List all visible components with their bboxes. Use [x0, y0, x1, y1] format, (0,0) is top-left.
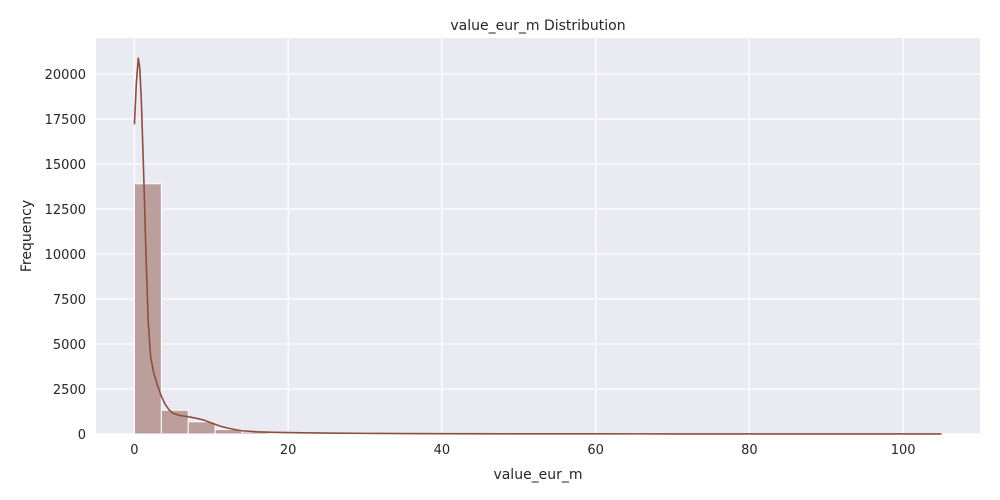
x-tick-label: 80: [741, 443, 758, 458]
y-axis-label: Frequency: [19, 200, 35, 272]
y-tick-label: 7500: [53, 293, 86, 308]
x-axis-ticks: 0 20 40 60 80 100: [130, 443, 915, 458]
chart-title: value_eur_m Distribution: [450, 18, 625, 34]
y-tick-label: 0: [78, 428, 86, 443]
y-tick-label: 20000: [45, 68, 86, 83]
y-axis-ticks: 0 2500 5000 7500 10000 12500 15000 17500 20000: [45, 68, 86, 443]
x-tick-label: 100: [891, 443, 916, 458]
y-tick-label: 5000: [53, 338, 86, 353]
y-tick-label: 15000: [45, 158, 86, 173]
y-tick-label: 2500: [53, 383, 86, 398]
x-tick-label: 60: [587, 443, 604, 458]
grid-lines: [96, 38, 980, 435]
x-tick-label: 40: [434, 443, 451, 458]
x-axis-label: value_eur_m: [493, 467, 582, 483]
x-tick-label: 0: [130, 443, 138, 458]
plot-background: [96, 38, 980, 434]
histogram-bar: [187, 421, 216, 435]
kde-curve: [133, 57, 942, 435]
y-tick-label: 12500: [45, 203, 86, 218]
x-tick-label: 20: [280, 443, 297, 458]
y-tick-label: 10000: [45, 248, 86, 263]
y-tick-label: 17500: [45, 113, 86, 128]
